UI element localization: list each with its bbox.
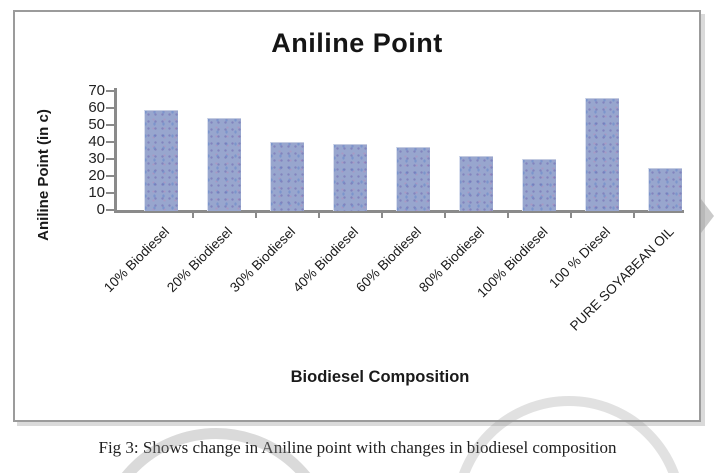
x-tick-mark	[254, 213, 257, 218]
bar	[143, 109, 178, 211]
y-tick-mark	[106, 192, 114, 194]
y-tick-label: 40	[88, 133, 105, 150]
right-arrow-marker-icon	[701, 199, 714, 233]
y-tick-label: 70	[88, 82, 105, 99]
x-tick-mark	[443, 213, 446, 218]
y-tick-mark	[106, 90, 114, 92]
y-tick-label: 20	[88, 167, 105, 184]
bar	[332, 143, 367, 211]
y-tick-mark	[106, 209, 114, 211]
chart-title: Aniline Point	[271, 28, 443, 58]
x-category-label: 40% Biodiesel	[290, 224, 362, 296]
x-category-label: 30% Biodiesel	[227, 224, 299, 296]
x-category-label: 100 % Diesel	[546, 224, 614, 291]
bar	[206, 118, 241, 211]
x-tick-mark	[191, 213, 194, 218]
y-tick-label: 10	[88, 184, 105, 201]
x-tick-mark	[632, 213, 635, 218]
x-category-label: 80% Biodiesel	[416, 224, 488, 296]
y-tick-label: 0	[96, 201, 105, 218]
x-tick-mark	[317, 213, 320, 218]
x-tick-mark	[380, 213, 383, 218]
y-axis-title: Aniline Point (in c)	[35, 109, 52, 241]
x-tick-mark	[506, 213, 509, 218]
bar	[269, 142, 304, 211]
figure-caption: Fig 3: Shows change in Aniline point wit…	[98, 438, 617, 457]
x-category-label: PURE SOYABEAN OIL	[566, 224, 677, 334]
y-tick-mark	[106, 141, 114, 143]
y-tick-mark	[106, 158, 114, 160]
y-tick-label: 30	[88, 150, 105, 167]
x-category-label: 20% Biodiesel	[164, 224, 236, 296]
y-tick-label: 60	[88, 99, 105, 116]
x-category-label: 60% Biodiesel	[353, 224, 425, 296]
x-category-label: 10% Biodiesel	[101, 224, 173, 296]
bar	[395, 147, 430, 211]
y-tick-mark	[106, 175, 114, 177]
plot-area: Aniline Point (in c) Biodiesel Compositi…	[15, 12, 699, 420]
x-axis-title: Biodiesel Composition	[290, 368, 470, 386]
y-tick-label: 50	[88, 116, 105, 133]
bar	[458, 155, 493, 211]
y-axis-line	[114, 88, 117, 213]
bar	[584, 97, 619, 211]
y-tick-mark	[106, 124, 114, 126]
x-axis-line	[114, 210, 684, 213]
y-tick-mark	[106, 107, 114, 109]
x-tick-mark	[569, 213, 572, 218]
chart-area: Aniline Point Aniline Point (in c) Biodi…	[13, 10, 701, 422]
bar	[521, 159, 556, 211]
bar	[647, 167, 682, 211]
